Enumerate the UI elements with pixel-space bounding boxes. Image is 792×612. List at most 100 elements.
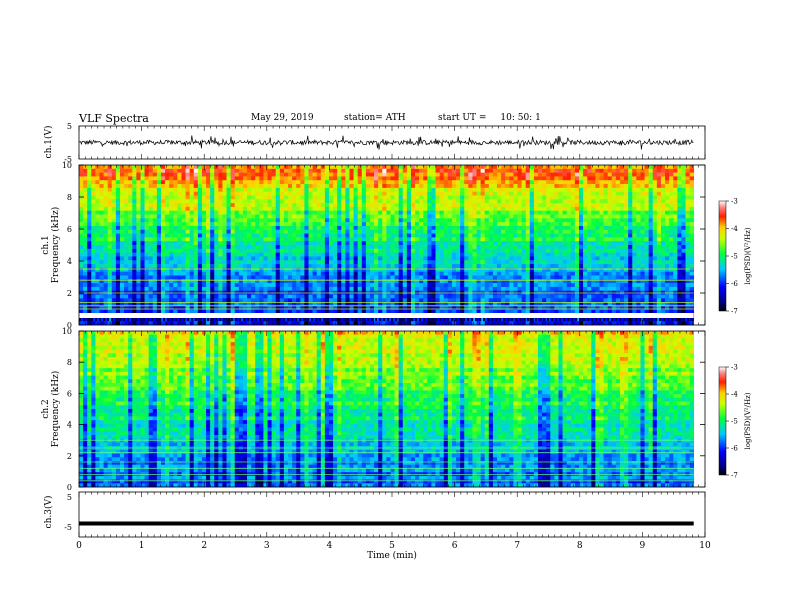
spectrogram-cell [525,180,531,185]
spectrogram-cell [644,180,649,185]
spectrogram-cell [238,195,244,200]
spectrogram-cell [222,229,227,234]
spectrogram-cell [628,191,633,196]
spectrogram-cell [611,245,617,250]
spectrogram-cell [193,267,199,272]
spectrogram-cell [431,267,436,272]
spectrogram-cell [521,225,527,231]
spectrogram-cell [599,256,604,261]
spectrogram-cell [308,172,313,177]
spectrogram-cell [554,237,559,242]
spectrogram-cell [447,218,453,223]
spectrogram-cell [124,264,129,269]
spectrogram-cell [210,252,215,257]
spectrogram-cell [615,184,621,189]
spectrogram-cell [669,222,674,227]
spectrogram-cell [115,214,121,219]
spectrogram-cell [165,165,170,170]
spectrogram-cell [644,241,649,246]
spectrogram-cell [197,267,203,272]
spectrogram-cell [292,187,297,192]
spectrogram-cell [517,199,522,204]
spectrogram-cell [607,214,613,219]
spectrogram-cell [218,260,223,265]
spectrogram-cell [636,191,641,196]
spectrogram-cell [624,286,629,292]
spectrogram-cell [165,199,170,204]
spectrogram-cell [79,206,84,212]
spectrogram-cell [517,237,522,242]
spectrogram-cell [189,264,195,269]
spectrogram-cell [369,256,375,261]
spectrogram-cell [115,191,121,196]
spectrogram-cell [497,260,502,265]
spectrogram-cell [468,199,473,204]
spectrogram-cell [656,225,662,231]
spectrogram-cell [451,256,457,261]
spectrogram-cell [558,176,563,181]
spectrogram-cell [156,279,162,284]
spectrogram-cell [369,260,375,265]
spectrogram-cell [402,225,408,231]
spectrogram-cell [439,187,445,192]
spectrogram-cell [517,241,522,246]
spectrogram-cell [312,168,317,173]
spectrogram-cell [480,225,486,231]
spectrogram-cell [234,271,240,276]
spectrogram-cell [95,237,100,242]
spectrogram-cell [177,214,182,219]
spectrogram-cell [677,286,682,292]
spectrogram-cell [591,252,596,257]
spectrogram-cell [394,260,399,265]
spectrogram-cell [398,214,404,219]
spectrogram-cell [283,241,289,246]
spectrogram-cell [296,237,301,242]
spectrogram-cell [468,260,473,265]
spectrogram-cell [431,191,436,196]
spectrogram-cell [587,195,592,200]
spectrogram-cell [415,286,420,292]
spectrogram-cell [374,195,379,200]
spectrogram-cell [316,199,322,204]
spectrogram-cell [509,225,514,231]
spectrogram-cell [328,168,334,173]
spectrogram-cell [296,283,301,288]
spectrogram-cell [328,256,334,261]
spectrogram-cell [222,225,227,231]
spectrogram-cell [238,203,244,208]
spectrogram-cell [222,206,227,212]
spectrogram-cell [107,245,113,250]
spectrogram-cell [525,267,531,272]
spectrogram-cell [308,241,313,246]
spectrogram-cell [361,256,367,261]
spectrogram-cell [615,252,621,257]
spectrogram-cell [353,176,358,181]
spectrogram-cell [144,233,149,238]
spectrogram-cell [636,180,641,185]
spectrogram-cell [665,168,670,173]
spectrogram-cell [689,260,695,265]
spectrogram-cell [185,233,190,238]
spectrogram-cell [312,279,317,284]
spectrogram-cell [410,283,416,288]
spectrogram-cell [611,260,617,265]
spectrogram-cell [427,195,432,200]
spectrogram-cell [443,184,449,189]
spectrogram-cell [538,199,543,204]
spectrogram-cell [488,233,494,238]
spectrogram-cell [394,199,399,204]
spectrogram-cell [644,237,649,242]
spectrogram-cell [177,286,182,292]
spectrogram-cell [271,187,277,192]
spectrogram-cell [497,165,502,170]
spectrogram-cell [542,252,547,257]
spectrogram-cell [316,245,322,250]
spectrogram-cell [660,264,666,269]
spectrogram-cell [156,180,162,185]
spectrogram-cell [222,260,227,265]
spectrogram-cell [119,214,125,219]
spectrogram-cell [382,206,387,212]
spectrogram-cell [230,271,236,276]
spectrogram-cell [472,210,477,215]
spectrogram-cell [255,283,260,288]
